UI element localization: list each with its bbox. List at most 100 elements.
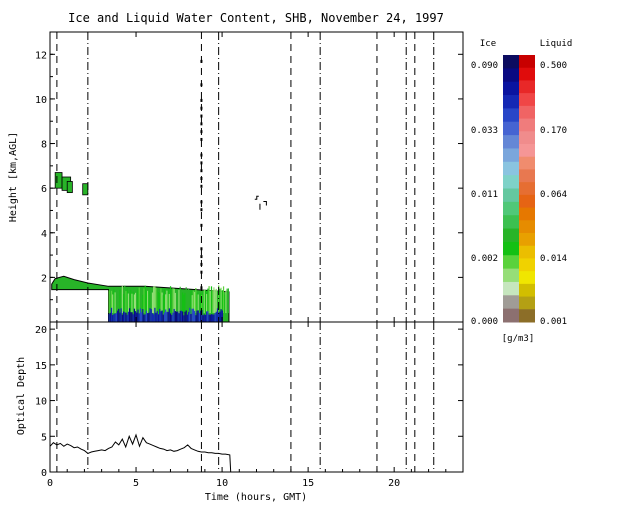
cloud-base — [109, 312, 111, 322]
liquid-color-swatch — [519, 131, 535, 145]
cloud-base — [197, 310, 199, 322]
liquid-tick-label: 0.500 — [540, 61, 567, 71]
cloud-base — [122, 311, 125, 322]
cloud-texture — [169, 286, 172, 314]
cloud-texture — [143, 288, 145, 314]
cloud-base — [162, 314, 164, 322]
cloud-base — [196, 310, 198, 322]
cloud-base — [161, 310, 163, 322]
liquid-color-swatch — [519, 105, 535, 120]
cloud-texture — [110, 290, 113, 314]
cloud-texture — [215, 288, 217, 314]
cloud-base — [190, 314, 192, 322]
liquid-color-swatch — [519, 55, 535, 69]
mid-cloud-patch — [54, 172, 63, 189]
cloud-base — [135, 311, 137, 322]
liquid-color-swatch — [519, 220, 535, 234]
cloud-texture — [219, 288, 221, 314]
top-y-tick-label: 4 — [41, 229, 47, 240]
cloud-texture — [190, 290, 192, 314]
cloud-base — [144, 314, 146, 322]
cloud-texture — [147, 290, 149, 314]
cloud-base — [214, 312, 216, 322]
cloud-texture — [122, 294, 125, 314]
cloud-base — [220, 309, 222, 322]
ice-color-swatch — [503, 108, 519, 123]
ice-tick-label: 0.002 — [471, 254, 498, 264]
colorbar-ticks: 0.090 0.033 0.011 0.002 0.000 0.500 0.170 0.064… — [471, 61, 567, 327]
cloud-texture — [189, 291, 191, 314]
ice-color-swatch — [503, 135, 519, 149]
cloud-base — [151, 313, 154, 322]
cloud-texture — [209, 290, 211, 314]
cloud-base — [208, 314, 210, 322]
ice-color-swatch — [503, 188, 519, 203]
top-y-axis-label: Height [km,AGL] — [8, 132, 19, 222]
cloud-texture — [174, 292, 176, 314]
cloud-texture — [184, 292, 186, 314]
ice-color-swatch — [503, 95, 519, 109]
cloud-base — [215, 311, 217, 322]
ice-color-swatch — [503, 215, 519, 230]
cloud-texture — [206, 294, 208, 314]
liquid-color-swatch — [519, 296, 535, 310]
bottom-y-axis-label: Optical Depth — [16, 357, 27, 435]
ice-tick-label: 0.011 — [471, 190, 498, 200]
ice-tick-label: 0.000 — [471, 317, 498, 327]
liquid-tick-label: 0.170 — [540, 126, 567, 136]
cloud-base — [212, 314, 214, 322]
liquid-color-swatch — [519, 245, 535, 259]
cloud-texture — [178, 289, 180, 314]
cloud-texture — [144, 285, 146, 314]
cloud-texture — [192, 290, 195, 314]
noise-dot — [200, 184, 203, 188]
cloud-texture — [136, 290, 138, 314]
cloud-texture — [167, 289, 169, 314]
cloud-base — [195, 315, 197, 322]
cloud-base — [204, 314, 207, 322]
cloud-base — [180, 310, 182, 322]
cloud-base — [194, 310, 196, 322]
cloud-base — [184, 311, 186, 322]
liquid-color-swatch — [519, 93, 535, 107]
cloud-texture — [172, 288, 174, 314]
ice-color-swatch — [503, 55, 519, 69]
cloud-texture — [161, 292, 163, 314]
cloud-base — [137, 309, 139, 322]
optical-depth-panel: 0 5 10 15 20 0 5 10 15 20 Optical Depth Time (hou… — [16, 321, 464, 503]
liquid-color-swatch — [519, 207, 535, 221]
cloud-texture — [213, 287, 215, 314]
cloud-texture — [191, 295, 193, 314]
cirrus-speck — [254, 195, 267, 210]
x-tick-label: 5 — [133, 478, 139, 489]
cloud-base — [175, 311, 178, 322]
cloud-texture — [208, 286, 210, 314]
bottom-plot-frame — [49, 321, 464, 473]
cloud-texture — [148, 290, 150, 314]
cloud-base — [159, 308, 161, 322]
top-event-lines — [56, 32, 435, 322]
cloud-base — [132, 314, 134, 322]
cloud-texture — [202, 290, 204, 314]
cloud-texture — [109, 294, 111, 314]
cloud-texture — [155, 287, 157, 314]
cloud-texture — [171, 294, 173, 314]
ice-color-swatch — [503, 201, 519, 216]
cloud-texture — [203, 289, 205, 314]
cloud-texture — [201, 294, 203, 314]
cloud-texture — [165, 294, 167, 314]
cloud-base — [110, 307, 113, 322]
cloud-texture — [225, 290, 227, 314]
cloud-field — [51, 59, 267, 323]
cloud-texture — [113, 289, 115, 314]
cloud-texture — [200, 293, 202, 314]
cloud-base — [200, 310, 202, 322]
cloud-texture — [128, 290, 131, 314]
cloud-base — [124, 312, 126, 322]
cloud-base — [143, 314, 145, 322]
cloud-base — [142, 309, 144, 322]
ice-color-swatch — [503, 68, 519, 83]
cloud-base — [213, 314, 215, 322]
ice-color-swatch — [503, 295, 519, 310]
